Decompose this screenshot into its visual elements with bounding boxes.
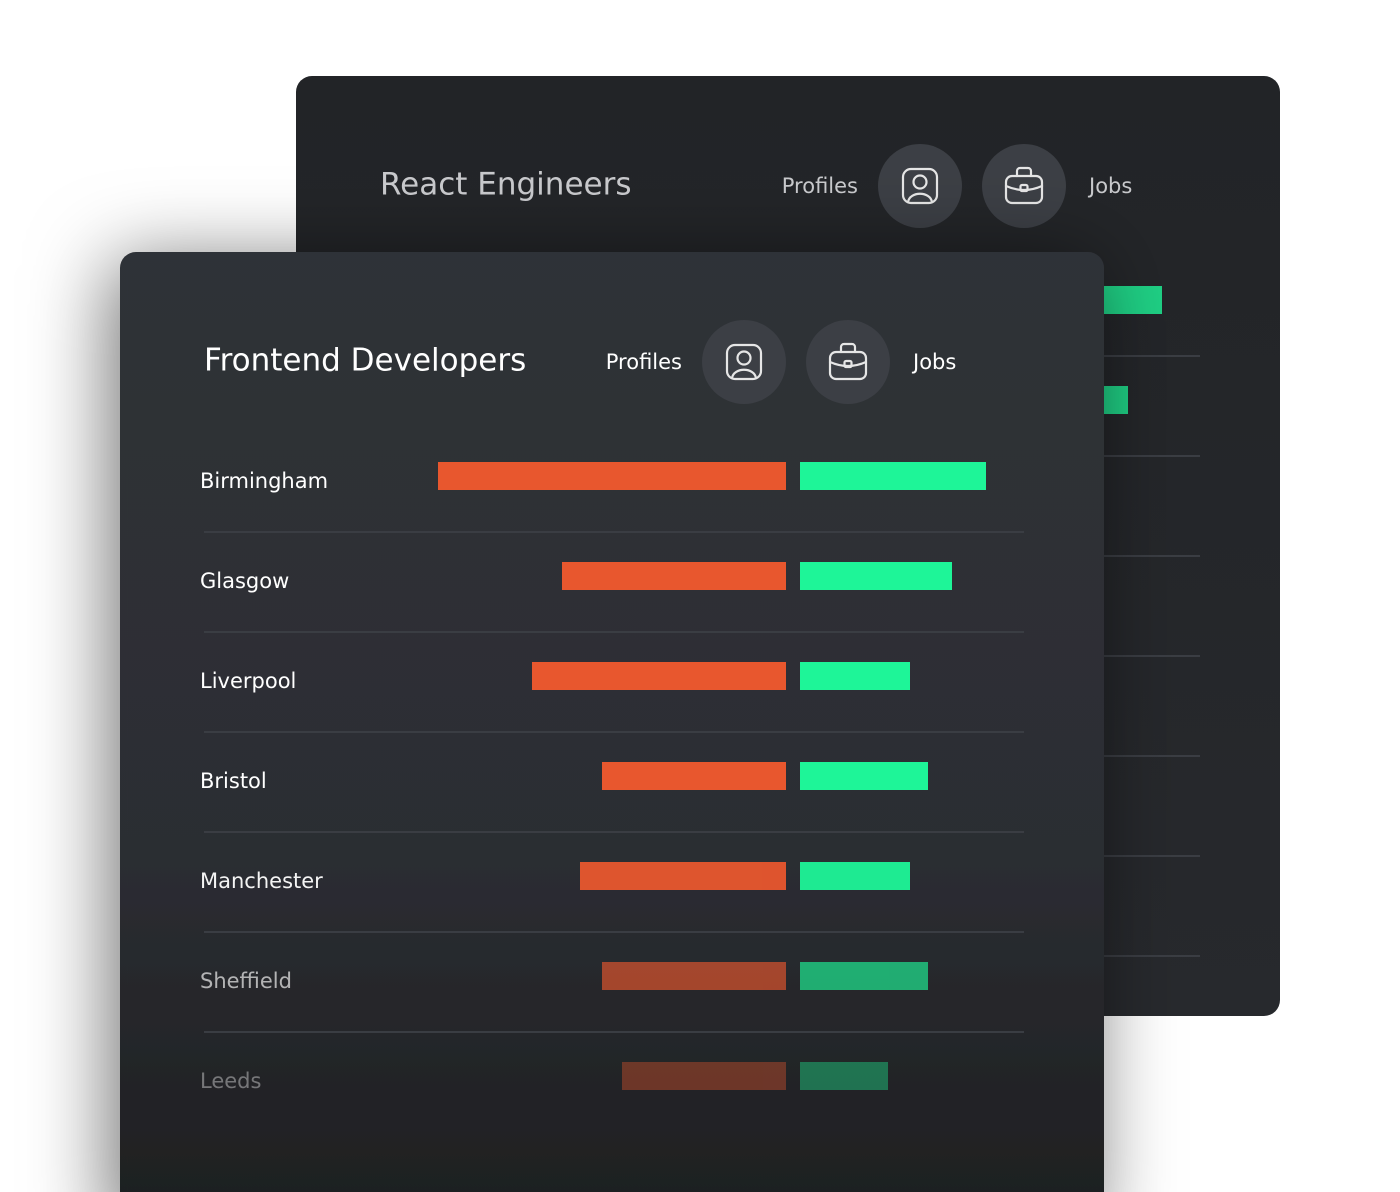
city-label: Birmingham <box>200 469 328 493</box>
city-label: Manchester <box>200 869 323 893</box>
card-title: Frontend Developers <box>204 343 526 379</box>
icon-handle <box>839 342 857 354</box>
icon-handle <box>1015 166 1033 178</box>
city-label: Liverpool <box>200 669 296 693</box>
profiles-bar <box>602 962 786 990</box>
row: Birmingham <box>200 462 986 493</box>
jobs-label: Jobs <box>1087 174 1132 198</box>
icon-body <box>906 192 934 204</box>
jobs-bar <box>800 562 952 590</box>
profiles-label: Profiles <box>606 350 682 374</box>
row: Bristol <box>200 762 928 793</box>
row: Manchester <box>200 862 910 893</box>
profiles-bar <box>438 462 786 490</box>
jobs-icon <box>806 320 890 404</box>
row: Glasgow <box>200 562 952 593</box>
profiles-bar <box>532 662 786 690</box>
card-bg <box>120 252 1104 1192</box>
card: Frontend Developers Profiles Jobs Birmingha… <box>120 252 1104 1192</box>
profile-icon <box>878 144 962 228</box>
row: Sheffield <box>200 962 928 993</box>
icon-body <box>730 368 758 380</box>
city-label: Bristol <box>200 769 267 793</box>
jobs-bar <box>800 962 928 990</box>
row: Leeds <box>200 1062 888 1093</box>
icon-circle <box>878 144 962 228</box>
row: Liverpool <box>200 662 910 693</box>
icon-head <box>912 174 928 190</box>
profiles-label: Profiles <box>782 174 858 198</box>
jobs-bar <box>800 762 928 790</box>
jobs-bar <box>800 662 910 690</box>
profiles-bar <box>622 1062 786 1090</box>
jobs-bar <box>800 1062 888 1090</box>
icon-frame <box>901 167 939 205</box>
city-label: Sheffield <box>200 969 292 993</box>
icon-circle <box>702 320 786 404</box>
jobs-label: Jobs <box>911 350 956 374</box>
profiles-bar <box>580 862 786 890</box>
icon-head <box>736 350 752 366</box>
jobs-bar <box>800 462 986 490</box>
icon-lock <box>843 359 853 369</box>
icon-case <box>828 350 868 381</box>
icon-case <box>1004 174 1044 205</box>
icon-frame <box>725 343 763 381</box>
card-title: React Engineers <box>380 167 631 203</box>
profiles-bar <box>562 562 786 590</box>
profile-icon <box>702 320 786 404</box>
city-label: Glasgow <box>200 569 289 593</box>
profiles-bar <box>602 762 786 790</box>
city-label: Leeds <box>200 1069 261 1093</box>
jobs-bar <box>800 862 910 890</box>
jobs-icon <box>982 144 1066 228</box>
icon-lock <box>1019 183 1029 193</box>
